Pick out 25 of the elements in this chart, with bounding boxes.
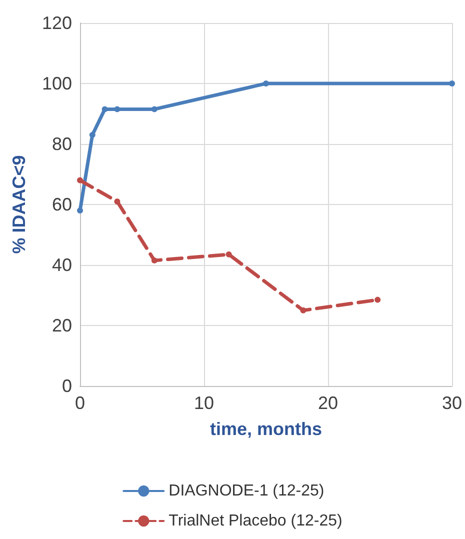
y-tick-label: 120	[42, 13, 72, 33]
x-tick-label: 10	[194, 393, 214, 413]
point	[151, 257, 158, 264]
point	[226, 251, 232, 258]
point	[89, 132, 96, 138]
point	[77, 177, 83, 184]
x-axis-title: time, months	[210, 419, 322, 439]
y-tick-label: 60	[52, 194, 72, 214]
point	[102, 106, 108, 112]
y-tick-label: 0	[62, 376, 72, 396]
point	[77, 208, 83, 214]
y-tick-label: 100	[42, 74, 72, 94]
x-tick-label: 0	[74, 393, 86, 413]
y-tick-label: 80	[52, 134, 72, 154]
point	[114, 198, 120, 204]
y-tick-label: 20	[52, 316, 72, 336]
x-tick-label: 20	[318, 393, 338, 413]
x-tick-label: 30	[442, 393, 462, 413]
legend-label: TrialNet Placebo (12-25)	[168, 512, 342, 530]
point	[300, 307, 306, 314]
point	[374, 296, 381, 303]
y-tick-label: 40	[52, 255, 72, 275]
y-axis-title: % IDAAC<9	[9, 155, 29, 254]
legend-label: DIAGNODE-1 (12-25)	[168, 482, 324, 500]
point	[263, 80, 269, 86]
